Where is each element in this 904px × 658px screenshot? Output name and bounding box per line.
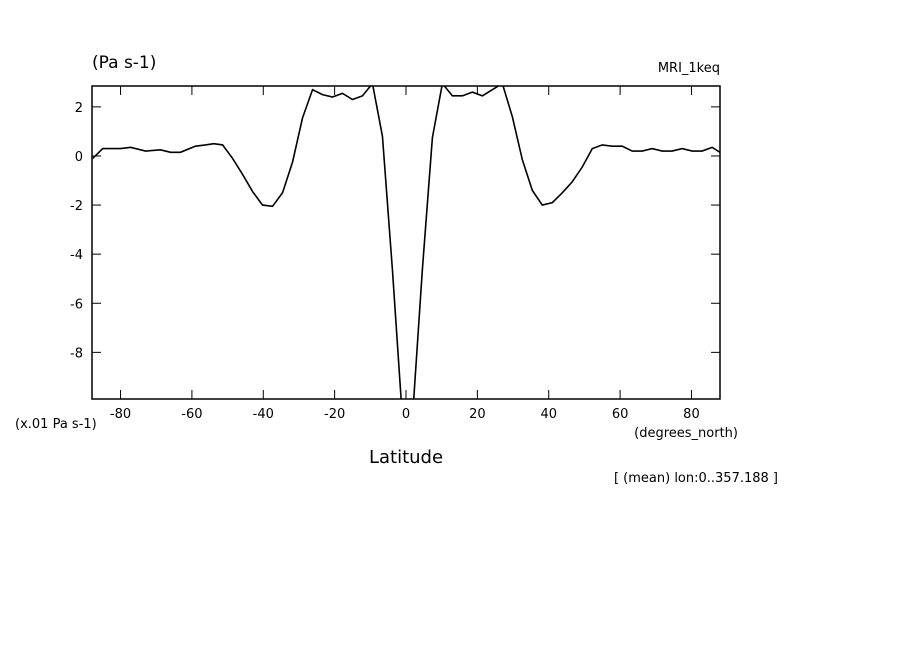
y-tick-label: -4 bbox=[70, 248, 83, 263]
x-tick-label: 80 bbox=[683, 407, 700, 422]
plot-frame bbox=[91, 85, 721, 400]
x-tick-label: -80 bbox=[110, 407, 131, 422]
title: (Pa s-1) bbox=[92, 53, 156, 73]
x-tick-label: 20 bbox=[469, 407, 486, 422]
x-axis-title: Latitude bbox=[369, 447, 443, 468]
y-unit-label: (x.01 Pa s-1) bbox=[15, 417, 97, 432]
data-line bbox=[92, 86, 720, 399]
x-unit-label: (degrees_north) bbox=[634, 426, 738, 441]
y-tick-label: -8 bbox=[70, 346, 83, 361]
x-tick-label: 0 bbox=[402, 407, 410, 422]
y-tick-label: -6 bbox=[70, 297, 83, 312]
y-tick-label: 0 bbox=[75, 150, 83, 165]
y-tick-label: -2 bbox=[70, 199, 83, 214]
x-tick-label: -40 bbox=[253, 407, 274, 422]
subtitle: MRI_1keq bbox=[658, 61, 720, 76]
x-tick-label: -20 bbox=[324, 407, 345, 422]
x-tick-label: 60 bbox=[612, 407, 629, 422]
x-tick-label: 40 bbox=[540, 407, 557, 422]
x-tick-label: -60 bbox=[181, 407, 202, 422]
plot-area bbox=[92, 86, 720, 399]
y-tick-label: 2 bbox=[75, 101, 83, 116]
annotation: [ (mean) lon:0..357.188 ] bbox=[614, 471, 778, 486]
